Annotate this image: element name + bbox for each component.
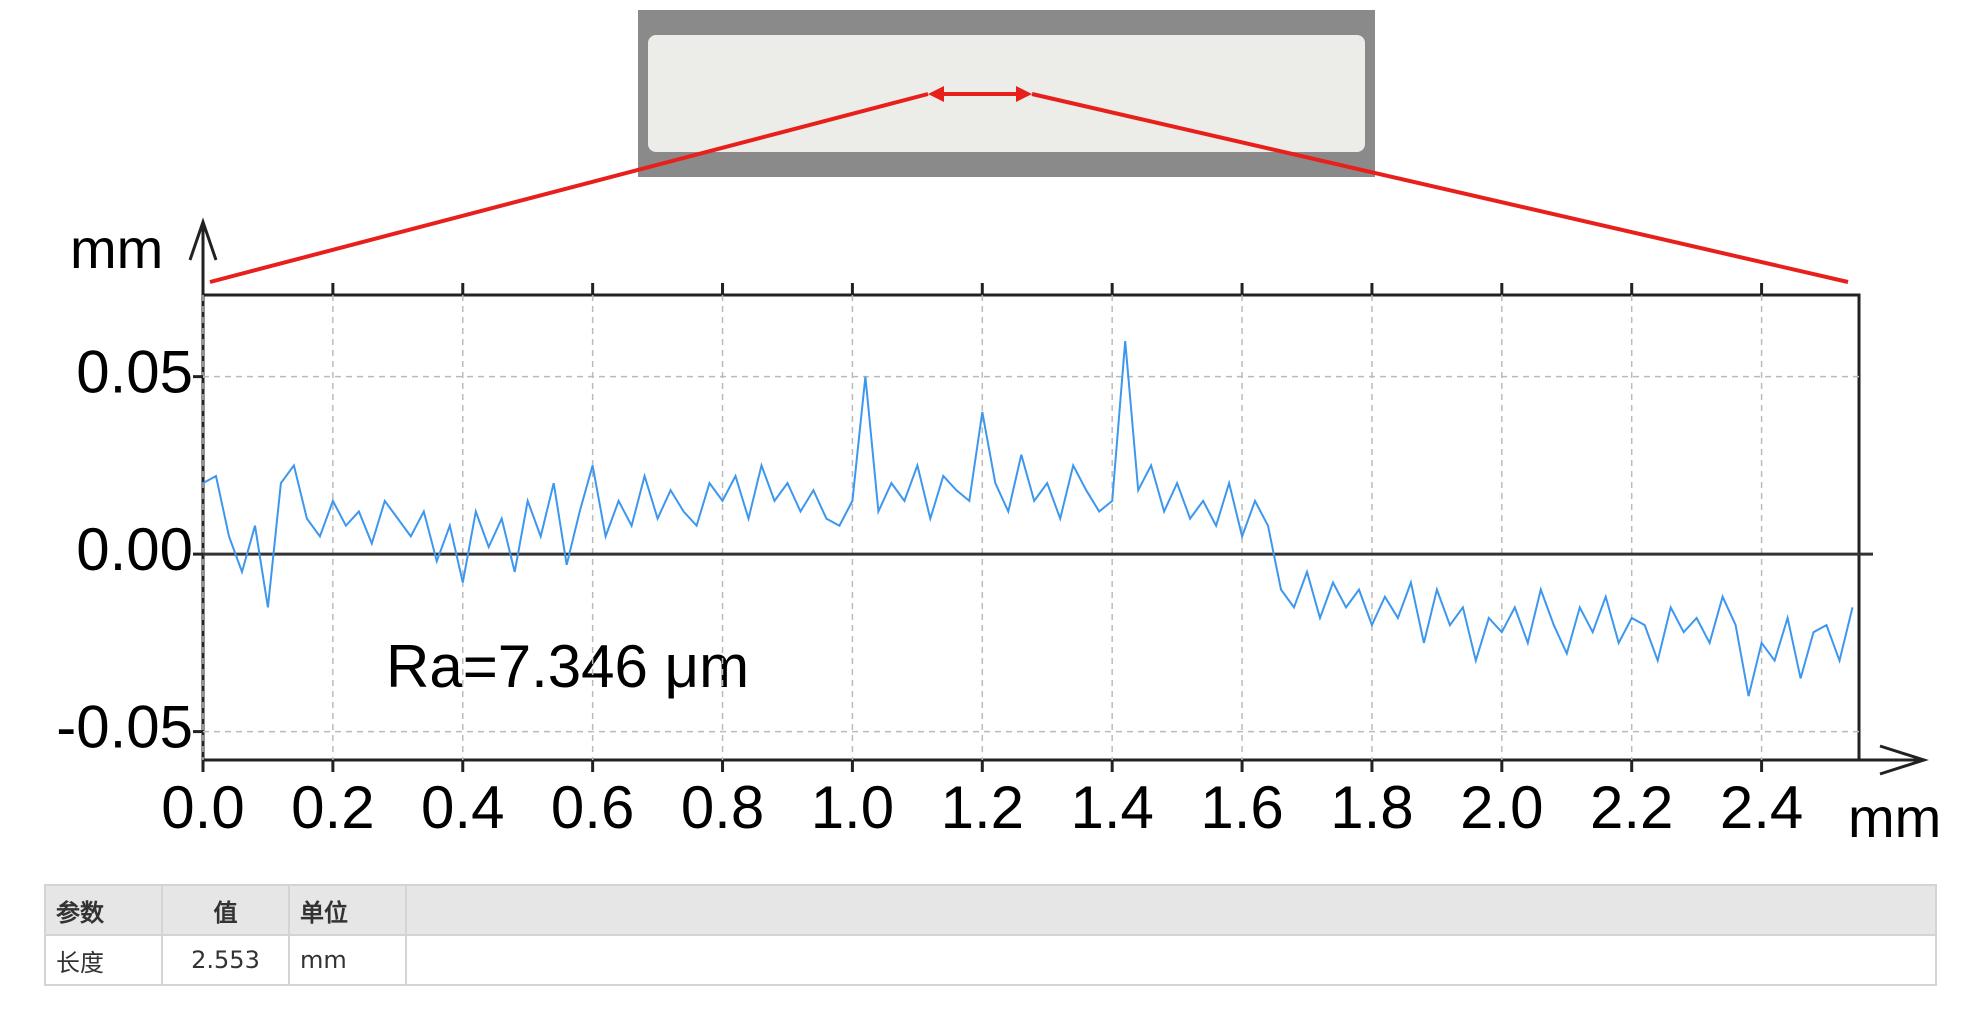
x-tick-label: 1.8 [1330,774,1413,841]
y-tick-label: 0.05 [76,338,193,405]
zoom-line [209,92,929,284]
chart: mm mm Ra=7.346 μm 0.0 0.2 0.4 0.6 0.8 1.0 1.2 1… [56,10,1941,849]
y-arrow [188,217,218,261]
y-tick-label: -0.05 [56,693,193,760]
table-row: 长度 2.553 mm [44,934,1937,986]
x-arrow [1879,744,1929,776]
header-cell: 单位 [288,884,407,936]
zoom-line [1031,92,1849,284]
x-tick-label: 1.6 [1200,774,1283,841]
profile-line [202,341,1854,697]
x-tick-label: 0.2 [291,774,374,841]
annotation: Ra=7.346 μm [386,633,749,700]
x-tick-label: 2.0 [1460,774,1543,841]
param-table: 参数 值 单位 长度 2.553 mm [44,884,1937,986]
cell: mm [288,934,407,986]
x-tick-label: 1.4 [1070,774,1153,841]
x-tick-label: 0.0 [161,774,244,841]
header-cell: 参数 [44,884,163,936]
cell [405,934,1937,986]
x-tick-label: 0.6 [551,774,634,841]
x-tick-label: 0.8 [681,774,764,841]
header-cell: 值 [161,884,290,936]
cell: 长度 [44,934,163,986]
header-cell [405,884,1937,936]
x-tick-label: 2.2 [1590,774,1673,841]
cell: 2.553 [161,934,290,986]
x-tick-label: 2.4 [1720,774,1803,841]
table-header: 参数 值 单位 [44,884,1937,936]
y-tick-label: 0.00 [76,516,193,583]
x-tick-label: 0.4 [421,774,504,841]
x-tick-label: 1.0 [811,774,894,841]
x-tick-label: 1.2 [941,774,1024,841]
y-axis-label: mm [70,217,163,280]
x-axis-label: mm [1848,786,1941,849]
